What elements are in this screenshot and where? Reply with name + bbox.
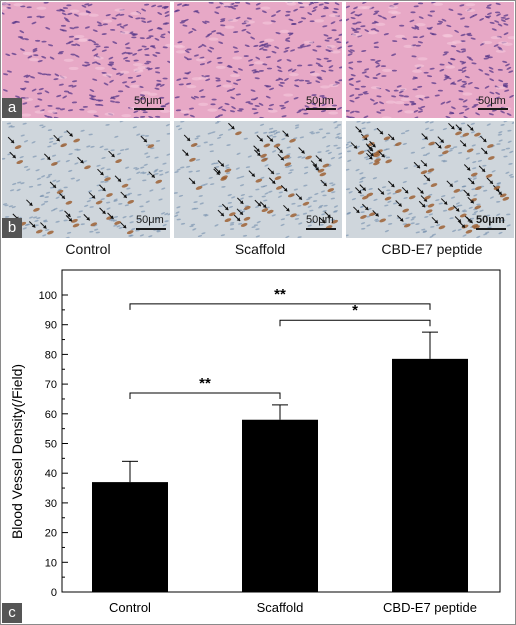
significance-label: * — [352, 302, 358, 319]
y-axis-label: Blood Vessel Density(/Field) — [9, 364, 25, 539]
bar-chart: 0 10 20 30 40 50 60 70 80 90 100 Blood Vessel Densi… — [9, 269, 501, 615]
he-micrograph-control — [2, 2, 170, 118]
scale-bar-label: 50μm — [134, 95, 162, 107]
significance-label: ** — [199, 375, 211, 392]
y-tick-label: 70 — [45, 379, 57, 391]
y-tick-label: 80 — [45, 349, 57, 361]
group-label-cbd-e7: CBD-E7 peptide — [381, 241, 483, 257]
y-tick-label: 10 — [45, 557, 57, 569]
ihc-micrograph-control — [2, 121, 170, 238]
significance-label: ** — [274, 286, 286, 303]
y-tick-label: 90 — [45, 320, 57, 332]
panel-tag-c: c — [2, 603, 22, 623]
ihc-texture-cbd-e7 — [346, 121, 514, 238]
x-tick-label: Control — [109, 600, 151, 615]
scale-bar — [306, 228, 336, 230]
panel-tag-b: b — [2, 218, 22, 238]
bar — [242, 419, 318, 592]
x-tick-label: CBD-E7 peptide — [383, 600, 477, 615]
y-tick-label: 60 — [45, 409, 57, 421]
y-tick-label: 100 — [39, 290, 57, 302]
scale-bar — [136, 228, 166, 230]
ihc-micrograph-scaffold — [174, 121, 342, 238]
he-micrograph-cbd-e7 — [346, 2, 514, 118]
he-texture-scaffold — [174, 2, 342, 118]
scale-bar — [478, 108, 508, 110]
significance-bracket: ** — [129, 375, 281, 400]
y-tick-label: 30 — [45, 498, 57, 510]
scale-bar-label: 50μm — [476, 214, 505, 226]
scale-bar — [476, 228, 506, 230]
ihc-texture-control — [2, 121, 170, 238]
scale-bar-label: 50μm — [306, 214, 334, 226]
y-tick-label: 20 — [45, 528, 57, 540]
he-texture-cbd-e7 — [346, 2, 514, 118]
group-label-control: Control — [65, 241, 111, 257]
significance-bracket: ** — [129, 286, 431, 310]
bar — [392, 358, 468, 592]
group-label-scaffold: Scaffold — [234, 241, 286, 257]
scale-bar-label: 50μm — [136, 214, 164, 226]
y-tick-label: 0 — [51, 587, 57, 599]
scale-bar-label: 50μm — [306, 95, 334, 107]
bar — [92, 482, 168, 592]
scale-bar-label: 50μm — [478, 95, 506, 107]
y-tick-label: 50 — [45, 439, 57, 451]
panel-tag-a: a — [2, 98, 22, 118]
significance-bracket: * — [279, 302, 431, 327]
he-texture-control — [2, 2, 170, 118]
scale-bar — [134, 108, 164, 110]
he-micrograph-scaffold — [174, 2, 342, 118]
scale-bar — [306, 108, 336, 110]
ihc-texture-scaffold — [174, 121, 342, 238]
ihc-micrograph-cbd-e7 — [346, 121, 514, 238]
y-tick-label: 40 — [45, 468, 57, 480]
x-tick-label: Scaffold — [257, 600, 304, 615]
